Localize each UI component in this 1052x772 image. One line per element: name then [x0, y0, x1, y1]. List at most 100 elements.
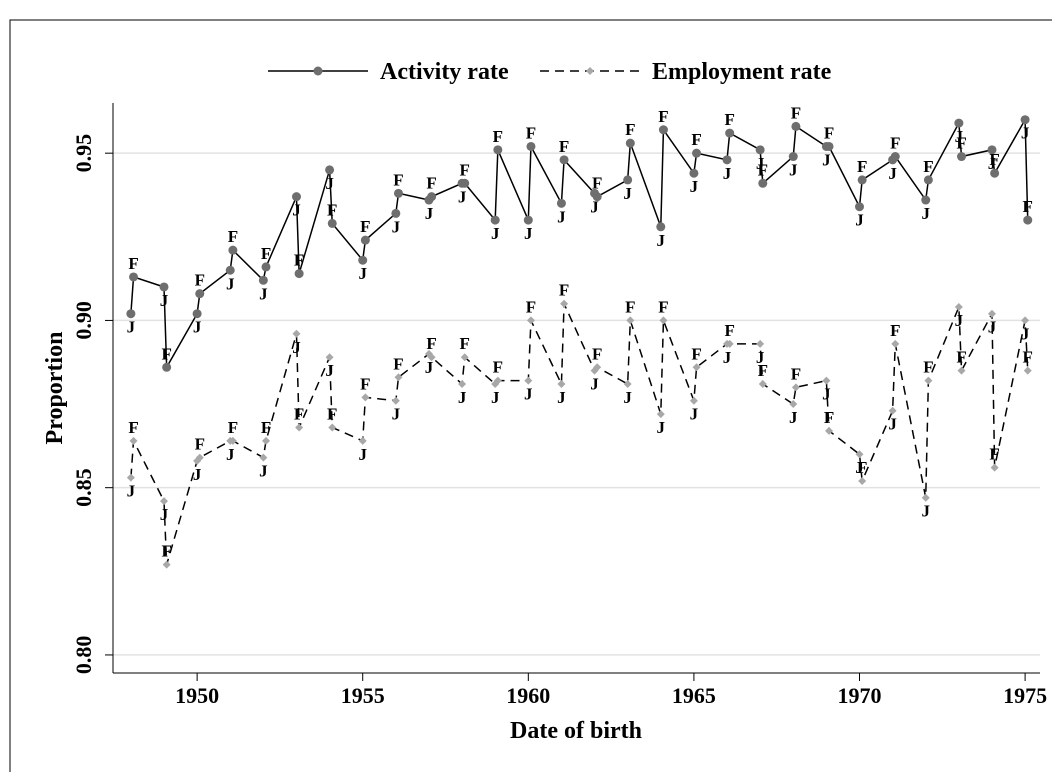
- data-label: J: [789, 408, 798, 427]
- y-tick-label: 0.95: [71, 134, 96, 173]
- data-point: [228, 245, 238, 255]
- data-point: [791, 121, 801, 131]
- data-point: [1023, 366, 1032, 375]
- data-label: J: [392, 217, 401, 236]
- data-point: [259, 453, 268, 462]
- legend-label: Activity rate: [380, 59, 509, 85]
- data-label: J: [226, 274, 235, 293]
- data-label: J: [657, 231, 666, 250]
- data-point: [755, 145, 765, 155]
- data-label: F: [890, 134, 900, 153]
- data-point: [393, 188, 403, 198]
- data-label: J: [921, 204, 930, 223]
- data-point: [957, 152, 967, 162]
- data-point: [262, 436, 271, 445]
- data-label: F: [592, 344, 602, 363]
- data-label: J: [458, 388, 467, 407]
- data-label: F: [327, 404, 337, 423]
- data-label: J: [855, 211, 864, 230]
- data-label: J: [127, 482, 136, 501]
- data-label: F: [824, 123, 834, 142]
- data-label: F: [294, 251, 304, 270]
- data-point: [1020, 115, 1030, 125]
- data-point: [625, 138, 635, 148]
- data-label: F: [526, 123, 536, 142]
- data-label: J: [259, 284, 268, 303]
- data-point: [261, 262, 271, 272]
- data-label: J: [988, 154, 997, 173]
- data-label: J: [491, 388, 500, 407]
- data-label: J: [988, 318, 997, 337]
- data-label: F: [128, 418, 138, 437]
- data-point: [789, 400, 798, 409]
- data-label: J: [325, 174, 334, 193]
- data-label: J: [822, 150, 831, 169]
- data-label: J: [690, 177, 699, 196]
- data-label: F: [493, 127, 503, 146]
- data-point: [722, 155, 732, 165]
- data-label: F: [658, 297, 668, 316]
- x-tick-label: 1965: [672, 683, 716, 708]
- data-point: [788, 152, 798, 162]
- data-label: F: [691, 344, 701, 363]
- data-label: J: [425, 204, 434, 223]
- data-label: J: [623, 184, 632, 203]
- data-label: J: [127, 318, 136, 337]
- data-point: [855, 202, 865, 212]
- data-label: J: [690, 405, 699, 424]
- data-label: J: [292, 338, 301, 357]
- data-point: [358, 255, 368, 265]
- data-point: [559, 155, 569, 165]
- data-point: [526, 141, 536, 151]
- data-point: [756, 339, 765, 348]
- data-point: [524, 376, 533, 385]
- data-point: [192, 309, 202, 319]
- legend-marker: [313, 66, 323, 76]
- data-label: F: [426, 334, 436, 353]
- data-label: F: [228, 227, 238, 246]
- data-label: F: [161, 344, 171, 363]
- x-tick-label: 1975: [1003, 683, 1047, 708]
- data-label: J: [160, 505, 169, 524]
- data-label: J: [193, 465, 202, 484]
- data-point: [458, 379, 467, 388]
- data-point: [689, 396, 698, 405]
- data-label: J: [358, 445, 367, 464]
- data-point: [593, 363, 602, 372]
- data-label: J: [590, 197, 599, 216]
- data-point: [294, 269, 304, 279]
- data-label: F: [1023, 348, 1033, 367]
- data-point: [493, 376, 502, 385]
- data-label: F: [758, 160, 768, 179]
- x-tick-label: 1950: [175, 683, 219, 708]
- data-point: [921, 195, 931, 205]
- data-label: F: [691, 130, 701, 149]
- data-label: F: [890, 321, 900, 340]
- data-label: J: [657, 418, 666, 437]
- data-point: [129, 436, 138, 445]
- data-label: J: [623, 388, 632, 407]
- data-label: F: [228, 418, 238, 437]
- data-point: [623, 379, 632, 388]
- data-point: [825, 426, 834, 435]
- data-label: J: [193, 318, 202, 337]
- data-point: [623, 175, 633, 185]
- frame: [9, 19, 1052, 772]
- data-point: [987, 145, 997, 155]
- data-label: F: [923, 358, 933, 377]
- data-point: [824, 141, 834, 151]
- data-label: F: [261, 244, 271, 263]
- data-label: J: [955, 311, 964, 330]
- data-point: [493, 145, 503, 155]
- data-label: F: [195, 271, 205, 290]
- data-point: [725, 128, 735, 138]
- data-point: [325, 165, 335, 175]
- y-tick-label: 0.80: [71, 636, 96, 675]
- data-point: [394, 373, 403, 382]
- data-point: [891, 339, 900, 348]
- data-label: J: [259, 462, 268, 481]
- data-point: [1023, 215, 1033, 225]
- data-label: J: [160, 291, 169, 310]
- data-label: F: [526, 297, 536, 316]
- data-point: [258, 275, 268, 285]
